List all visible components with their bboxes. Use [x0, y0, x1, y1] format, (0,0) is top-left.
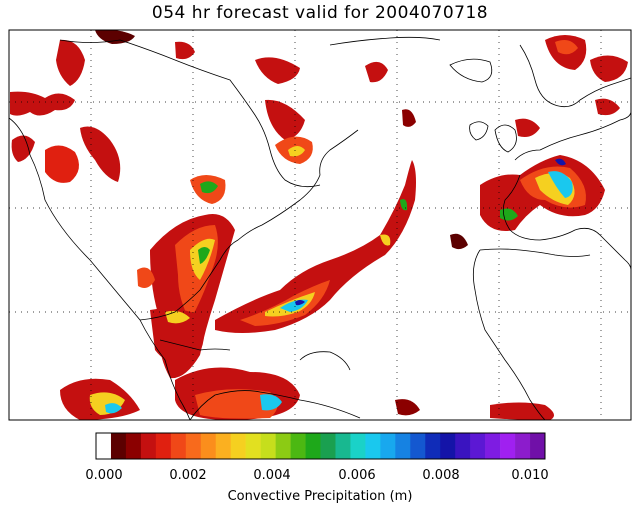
colorbar-swatch — [335, 433, 351, 459]
colorbar-swatch — [230, 433, 246, 459]
colorbar-swatch — [96, 433, 112, 459]
colorbar-tick-label: 0.008 — [422, 468, 460, 483]
precipitation-areas — [10, 30, 628, 420]
colorbar-swatch — [470, 433, 486, 459]
colorbar-swatch — [515, 433, 531, 459]
colorbar-swatch — [485, 433, 501, 459]
colorbar-swatch — [365, 433, 381, 459]
colorbar-tick-label: 0.010 — [511, 468, 549, 483]
colorbar-swatch — [410, 433, 426, 459]
map-title: 054 hr forecast valid for 2004070718 — [151, 3, 489, 23]
colorbar-swatch — [170, 433, 187, 459]
colorbar-swatch — [395, 433, 411, 459]
colorbar-frame — [95, 432, 546, 460]
coastlines — [9, 36, 631, 420]
colorbar-swatch — [455, 433, 471, 459]
graticule — [9, 30, 631, 420]
colorbar-swatch — [125, 433, 142, 459]
colorbar-swatch — [500, 433, 516, 459]
map-field — [9, 30, 631, 420]
colorbar-swatch — [380, 433, 396, 459]
colorbar-tick-label: 0.000 — [85, 468, 123, 483]
colorbar-tick-label: 0.002 — [169, 468, 207, 483]
colorbar-swatch — [245, 433, 261, 459]
colorbar-swatch — [350, 433, 366, 459]
colorbar-tick-label: 0.006 — [338, 468, 376, 483]
map-frame — [8, 29, 632, 421]
colorbar-tick-label: 0.004 — [253, 468, 291, 483]
colorbar-swatch — [320, 433, 336, 459]
colorbar-swatch — [155, 433, 172, 459]
colorbar-swatch — [425, 433, 441, 459]
colorbar-title: Convective Precipitation (m) — [227, 489, 413, 504]
colorbar-swatch — [290, 433, 306, 459]
colorbar-swatch — [200, 433, 217, 459]
colorbar-swatch — [530, 433, 546, 459]
colorbar-swatch — [260, 433, 276, 459]
colorbar-swatch — [440, 433, 456, 459]
colorbar-swatch — [275, 433, 291, 459]
colorbar-swatch — [215, 433, 231, 459]
colorbar-swatch — [140, 433, 157, 459]
colorbar-swatch — [185, 433, 202, 459]
colorbar — [95, 432, 546, 460]
colorbar-swatch — [305, 433, 321, 459]
colorbar-swatch — [110, 433, 127, 459]
